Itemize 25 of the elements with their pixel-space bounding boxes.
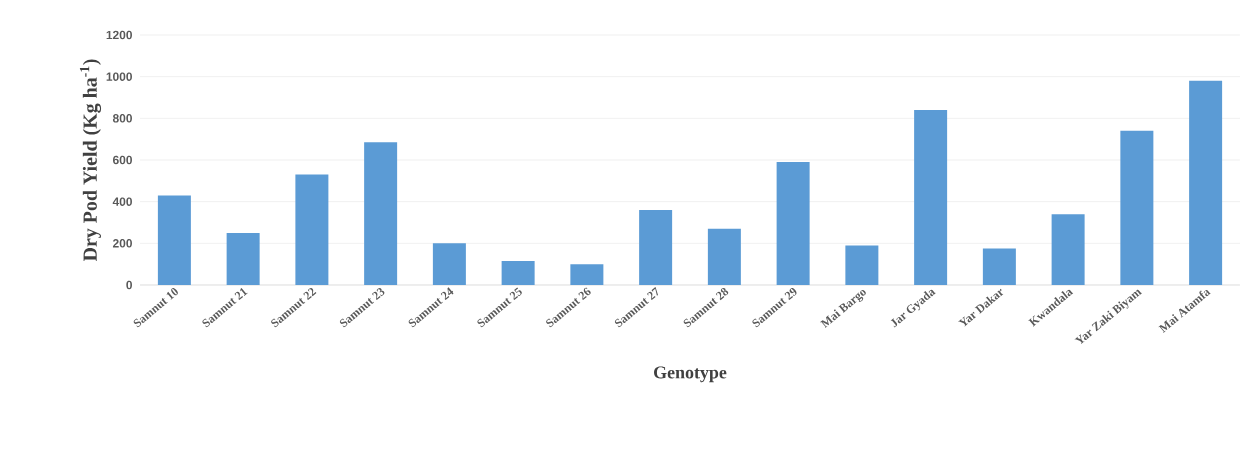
bar: [776, 162, 810, 285]
y-tick-label: 1000: [106, 72, 132, 81]
y-axis-title: Dry Pod Yield (Kg ha$^{-1}$): [79, 59, 102, 262]
bar: [364, 142, 398, 285]
bar: [707, 228, 741, 285]
bar: [1120, 130, 1154, 285]
bar: [226, 232, 260, 285]
bar: [845, 245, 879, 285]
bar: [432, 243, 466, 285]
bar: [1189, 80, 1223, 285]
bar: [295, 174, 329, 285]
bar: [570, 264, 604, 285]
bar: [982, 248, 1016, 285]
bar: [914, 109, 948, 285]
y-tick-label: 0: [126, 280, 132, 290]
bar: [501, 261, 535, 285]
y-tick-label: 1200: [106, 30, 132, 40]
x-axis-title: Genotype: [654, 366, 727, 383]
bar: [1051, 214, 1085, 285]
y-tick-label: 600: [112, 155, 132, 165]
y-tick-label: 400: [112, 197, 132, 206]
bar: [157, 195, 191, 285]
bar: [639, 209, 673, 285]
y-tick-label: 800: [112, 114, 132, 123]
y-tick-label: 200: [112, 239, 132, 248]
